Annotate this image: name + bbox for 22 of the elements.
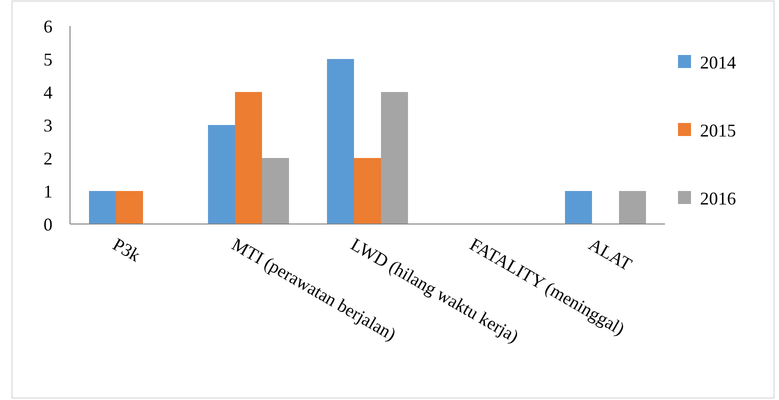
y-tick-label: 4: [44, 82, 52, 102]
y-tick-label: 2: [44, 148, 52, 168]
bar: [565, 191, 592, 224]
bar: [89, 191, 116, 224]
bar: [208, 125, 235, 224]
bar: [619, 191, 646, 224]
legend-label: 2014: [700, 52, 736, 72]
bar: [235, 92, 262, 224]
bar: [381, 92, 408, 224]
y-tick-label: 5: [44, 49, 52, 70]
x-tick-label: P3k: [110, 234, 144, 266]
y-tick-label: 1: [44, 181, 52, 202]
y-tick-label: 0: [44, 214, 52, 234]
bar: [327, 59, 354, 224]
y-tick-label: 3: [44, 115, 52, 136]
legend-label: 2015: [700, 120, 736, 140]
bar: [116, 191, 143, 224]
bar: [354, 158, 381, 224]
legend-label: 2016: [700, 188, 736, 208]
bar: [262, 158, 289, 224]
y-tick-label: 6: [44, 16, 52, 36]
x-tick-label: ALAT: [586, 234, 636, 274]
